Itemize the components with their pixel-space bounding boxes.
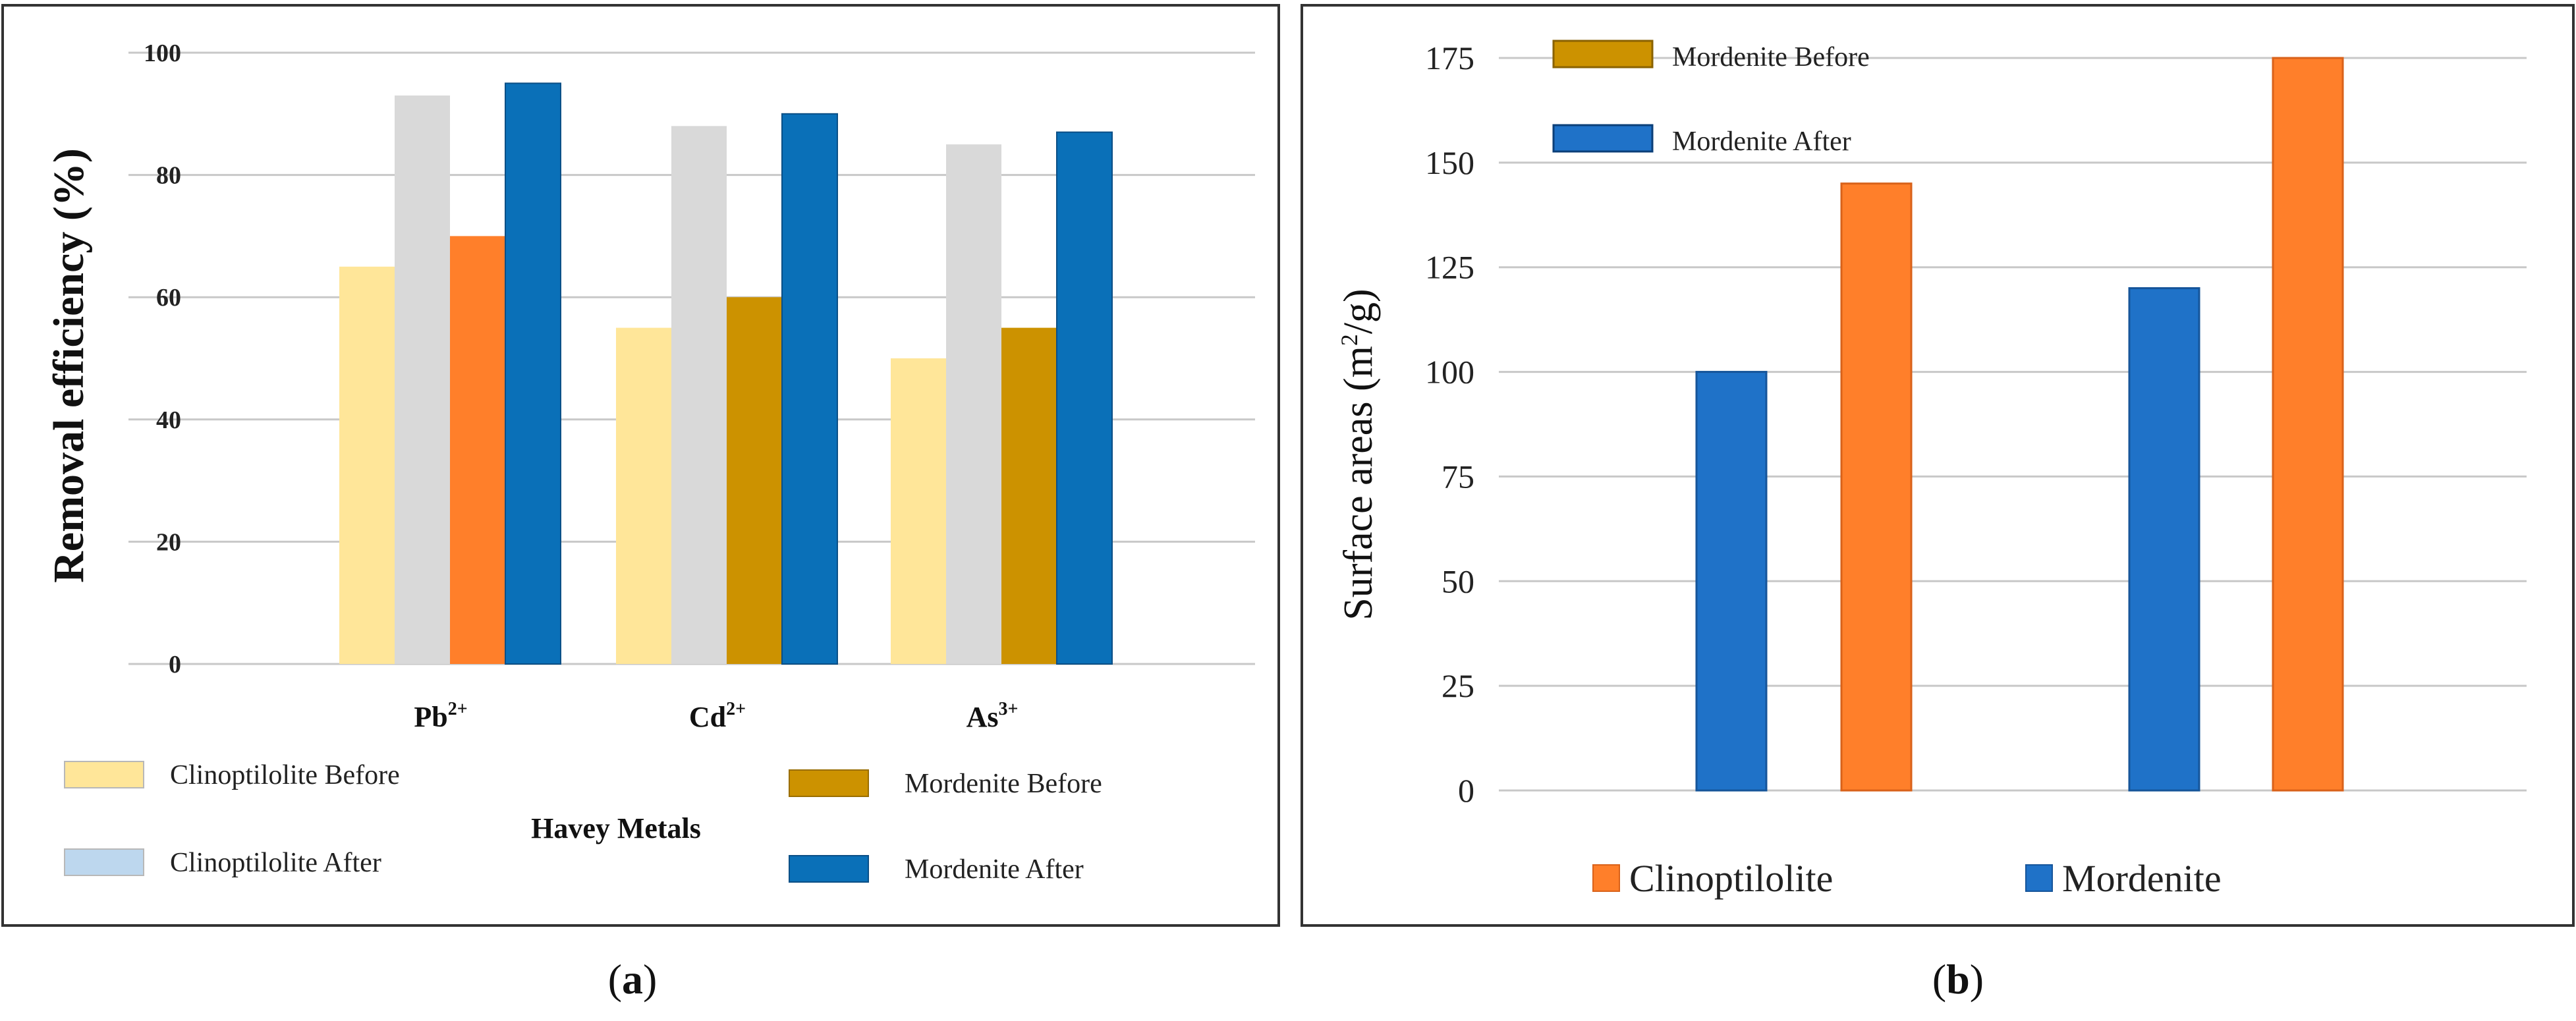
panel-b-legend-top-label: Mordenite Before xyxy=(1672,42,1870,72)
panel-a-bar-mordenite-before-pb xyxy=(450,236,505,664)
panel-a-x-categories: Pb2+ Cd2+ As3+ xyxy=(414,699,1018,733)
panel-b-gridlines xyxy=(1499,57,2527,792)
panel-a-bar-clinoptilolite-after-pb xyxy=(395,95,450,664)
panel-a-legend-swatch xyxy=(64,848,144,876)
panel-a-x-axis-label: Havey Metals xyxy=(531,812,701,844)
panel-b-legend-top-swatch xyxy=(1552,40,1654,69)
panel-b-legend-bottom-label: Clinoptilolite xyxy=(1629,857,1833,900)
panel-a-category-base: As xyxy=(966,701,999,733)
panel-a-category-label: Pb2+ xyxy=(414,699,467,733)
panel-a-bar-clinoptilolite-before-as xyxy=(891,358,946,664)
panel-a-legend-swatch xyxy=(64,761,144,788)
panel-a-y-ticks: 0 20 40 60 80 100 xyxy=(144,40,181,678)
panel-a-bar-clinoptilolite-before-cd xyxy=(616,327,671,664)
panel-a-category-label: As3+ xyxy=(966,699,1019,733)
panel-a-bar-mordenite-before-as xyxy=(1001,327,1057,664)
panel-a-bar-clinoptilolite-before-pb xyxy=(339,266,395,664)
panel-b-y-tick-label: 0 xyxy=(1458,772,1474,809)
panel-b-frame xyxy=(1301,4,2575,927)
panel-a-category-label: Cd2+ xyxy=(689,699,746,733)
panel-a-bar-mordenite-after-as xyxy=(1056,131,1113,665)
panel-a-y-tick-label: 0 xyxy=(169,651,181,678)
caption-a: (a) xyxy=(608,956,658,1003)
caption-b: (b) xyxy=(1932,956,1984,1003)
panel-a-y-axis-label: Removal efficiency (%) xyxy=(45,148,93,583)
panel-a-legend-swatch xyxy=(789,769,869,797)
panel-a-legend-label: Mordenite After xyxy=(905,854,1084,885)
panel-b-y-ticks: 0 25 50 75 100 125 150 175 xyxy=(1425,40,1474,809)
panel-a-bar-clinoptilolite-after-cd xyxy=(671,126,727,665)
panel-b-legend-top: Mordenite Before Mordenite After xyxy=(1552,40,1870,157)
panel-a-y-tick-label: 80 xyxy=(156,162,181,190)
panel-a-bar-clinoptilolite-after-as xyxy=(946,144,1001,664)
panel-a-category-sup: 2+ xyxy=(448,699,468,719)
panel-b-y-tick-label: 175 xyxy=(1425,40,1474,76)
panel-a-y-tick-label: 60 xyxy=(156,284,181,312)
panel-a-y-tick-label: 100 xyxy=(144,40,181,67)
panel-a-y-tick-label: 40 xyxy=(156,406,181,434)
panel-a-category-base: Pb xyxy=(414,701,447,733)
panel-b-legend-bottom: Clinoptilolite Mordenite xyxy=(1592,857,2222,900)
panel-a-legend-label: Clinoptilolite After xyxy=(170,848,381,878)
panel-a-legend: Clinoptilolite Before Clinoptilolite Afte… xyxy=(64,760,1102,885)
panel-b: 0 25 50 75 100 125 150 175 Surface areas (m2/g)… xyxy=(1301,4,2575,927)
panel-a-bar-mordenite-after-pb xyxy=(505,82,561,665)
panel-b-y-tick-label: 125 xyxy=(1425,249,1474,286)
panel-a-legend-label: Clinoptilolite Before xyxy=(170,760,400,790)
panel-a-bar-mordenite-after-cd xyxy=(781,113,838,665)
panel-b-y-tick-label: 25 xyxy=(1442,667,1474,704)
panel-b-y-axis-label: Surface areas (m2/g) xyxy=(1336,289,1381,620)
panel-a-bar-mordenite-before-cd xyxy=(727,297,782,664)
panel-b-y-tick-label: 150 xyxy=(1425,144,1474,181)
panel-b-bar-clinoptilolite-group-1 xyxy=(1840,182,1913,792)
panel-b-legend-bottom-swatch xyxy=(1592,864,1620,892)
panel-b-bars xyxy=(1695,57,2344,792)
panel-a-legend-label: Mordenite Before xyxy=(905,769,1102,799)
panel-b-bar-mordenite-group-1 xyxy=(1695,371,1768,792)
panel-b-legend-bottom-label: Mordenite xyxy=(2062,857,2222,900)
panel-a-category-base: Cd xyxy=(689,701,726,733)
panel-a-category-sup: 2+ xyxy=(726,699,746,719)
panel-a-legend-swatch xyxy=(789,855,869,883)
panel-b-legend-top-swatch xyxy=(1552,124,1654,153)
panel-b-y-tick-label: 50 xyxy=(1442,563,1474,599)
panel-a-bars xyxy=(339,82,1113,665)
panel-b-legend-top-label: Mordenite After xyxy=(1672,126,1851,157)
panel-a-category-sup: 3+ xyxy=(998,699,1018,719)
panel-b-bar-mordenite-group-2 xyxy=(2128,287,2200,792)
panel-a-y-tick-label: 20 xyxy=(156,528,181,556)
panel-b-y-tick-label: 75 xyxy=(1442,458,1474,495)
panel-b-legend-bottom-swatch xyxy=(2025,864,2053,892)
panel-b-y-tick-label: 100 xyxy=(1425,354,1474,391)
panel-b-bar-clinoptilolite-group-2 xyxy=(2272,57,2344,792)
